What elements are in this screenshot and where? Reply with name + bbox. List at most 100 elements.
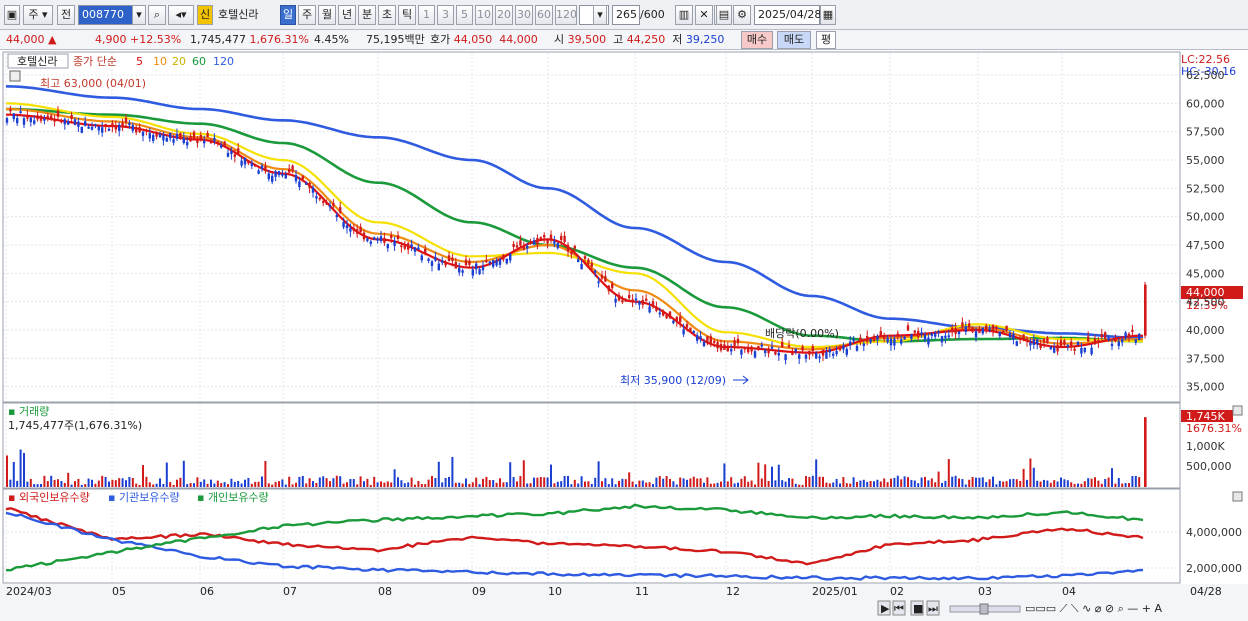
volume-bar <box>383 482 386 487</box>
volume-bar <box>757 462 760 487</box>
candle <box>651 301 655 307</box>
tab-tick[interactable]: 틱 <box>398 5 416 25</box>
volume-bar <box>312 481 314 487</box>
eval-button[interactable]: 평 <box>816 31 836 49</box>
interval-3[interactable]: 3 <box>437 5 454 25</box>
sell-button[interactable]: 매도 <box>777 31 811 49</box>
chevron-down-icon[interactable]: ▾ <box>593 5 607 25</box>
speaker-icon[interactable]: ◂▾ <box>168 5 194 25</box>
date-input[interactable]: 2025/04/28 <box>754 5 821 25</box>
volume-bar <box>1039 481 1042 487</box>
volume-bar <box>941 482 943 487</box>
candle <box>808 350 811 355</box>
tab-second[interactable]: 초 <box>378 5 396 25</box>
turnover-readout: 4.45% <box>314 33 349 46</box>
buy-button[interactable]: 매수 <box>741 31 773 49</box>
volume-bar <box>716 482 719 487</box>
interval-10[interactable]: 10 <box>475 5 493 25</box>
interval-60[interactable]: 60 <box>535 5 553 25</box>
candle <box>815 353 818 359</box>
volume-bar <box>611 478 614 487</box>
candle <box>437 263 440 271</box>
candle <box>240 160 243 166</box>
candle <box>614 298 617 303</box>
candle <box>315 196 318 199</box>
candle <box>393 240 396 246</box>
volume-bar <box>1104 478 1107 487</box>
candle <box>560 235 563 240</box>
volume-bar <box>475 477 478 487</box>
volume-bar <box>186 484 189 487</box>
gear-icon[interactable]: ⚙ <box>733 5 751 25</box>
search-icon[interactable]: ⌕ <box>148 5 166 25</box>
interval-120[interactable]: 120 <box>555 5 577 25</box>
candle <box>46 115 49 120</box>
volume-bar <box>478 484 481 487</box>
candle <box>781 341 784 348</box>
save-icon[interactable]: ▤ <box>716 5 732 25</box>
volume-panel-close-icon[interactable] <box>1232 405 1243 416</box>
candle <box>791 352 794 355</box>
candle <box>696 335 699 341</box>
candle <box>373 237 376 240</box>
chevron-down-icon[interactable]: ▾ <box>132 5 146 25</box>
tab-minute[interactable]: 분 <box>358 5 376 25</box>
tab-week[interactable]: 주 <box>298 5 316 25</box>
calendar-icon[interactable]: ▦ <box>820 5 836 25</box>
volume-bar <box>679 477 682 487</box>
candle <box>1117 341 1120 346</box>
candle <box>1083 347 1086 352</box>
volume-bar <box>635 484 637 487</box>
volume-bar <box>696 478 699 487</box>
candle <box>607 285 610 292</box>
candle <box>733 340 736 346</box>
volume-bar <box>927 480 930 487</box>
candle <box>339 206 342 213</box>
candle <box>927 337 930 345</box>
volume-bar <box>937 471 940 487</box>
period-select[interactable]: 주 ▾ <box>23 5 53 25</box>
stock-code-input[interactable]: 008770 <box>78 5 138 25</box>
candle <box>141 131 145 136</box>
volume-bar <box>590 483 593 487</box>
candle <box>866 336 869 342</box>
stock-name: 호텔신라 <box>214 5 278 25</box>
volume-bar <box>675 484 678 487</box>
volume-bar <box>553 483 556 487</box>
holdings-panel-close-icon[interactable] <box>1232 491 1243 502</box>
candle <box>628 295 631 299</box>
volume-bar <box>356 484 359 487</box>
volume-bar <box>1111 468 1113 487</box>
interval-1[interactable]: 1 <box>418 5 435 25</box>
volume-bar <box>924 476 926 487</box>
scroll-controls[interactable]: ▶ ⏮ ■ ⏭ ▭▭▭ ⟋ ⟍ ∿ ⌀ ⊘ ⌕ — + A <box>877 600 1162 616</box>
ma-indicator-label: 종가 단순 <box>73 55 117 68</box>
interval-30[interactable]: 30 <box>515 5 533 25</box>
candle <box>1053 347 1056 353</box>
candle <box>968 323 971 328</box>
candle <box>118 124 121 131</box>
candle <box>485 260 488 263</box>
price-type-button[interactable]: 전 <box>57 5 75 25</box>
candle <box>36 115 39 120</box>
stock-chart[interactable]: 호텔신라 종가 단순 5 10 20 60 120 LC:22.56 HC:-3… <box>0 50 1248 621</box>
tab-month[interactable]: 월 <box>318 5 336 25</box>
window-icon[interactable]: ▣ <box>4 5 20 25</box>
candle <box>349 228 352 232</box>
crosshair-icon[interactable]: ✕ <box>695 5 713 25</box>
candle <box>1104 332 1107 339</box>
interval-5[interactable]: 5 <box>456 5 473 25</box>
grid-toggle-icon[interactable] <box>9 70 21 82</box>
candle <box>186 141 189 146</box>
tab-year[interactable]: 년 <box>338 5 356 25</box>
count-input[interactable]: 265 <box>612 5 640 25</box>
interval-20[interactable]: 20 <box>495 5 513 25</box>
volume-bar <box>393 469 396 487</box>
volume-bar <box>172 484 175 487</box>
volume-bar <box>1117 478 1120 487</box>
candle-icon[interactable]: ▥ <box>675 5 693 25</box>
tab-day[interactable]: 일 <box>280 5 296 25</box>
candle <box>175 133 179 139</box>
candle <box>226 152 230 157</box>
volume-bar <box>210 479 212 487</box>
